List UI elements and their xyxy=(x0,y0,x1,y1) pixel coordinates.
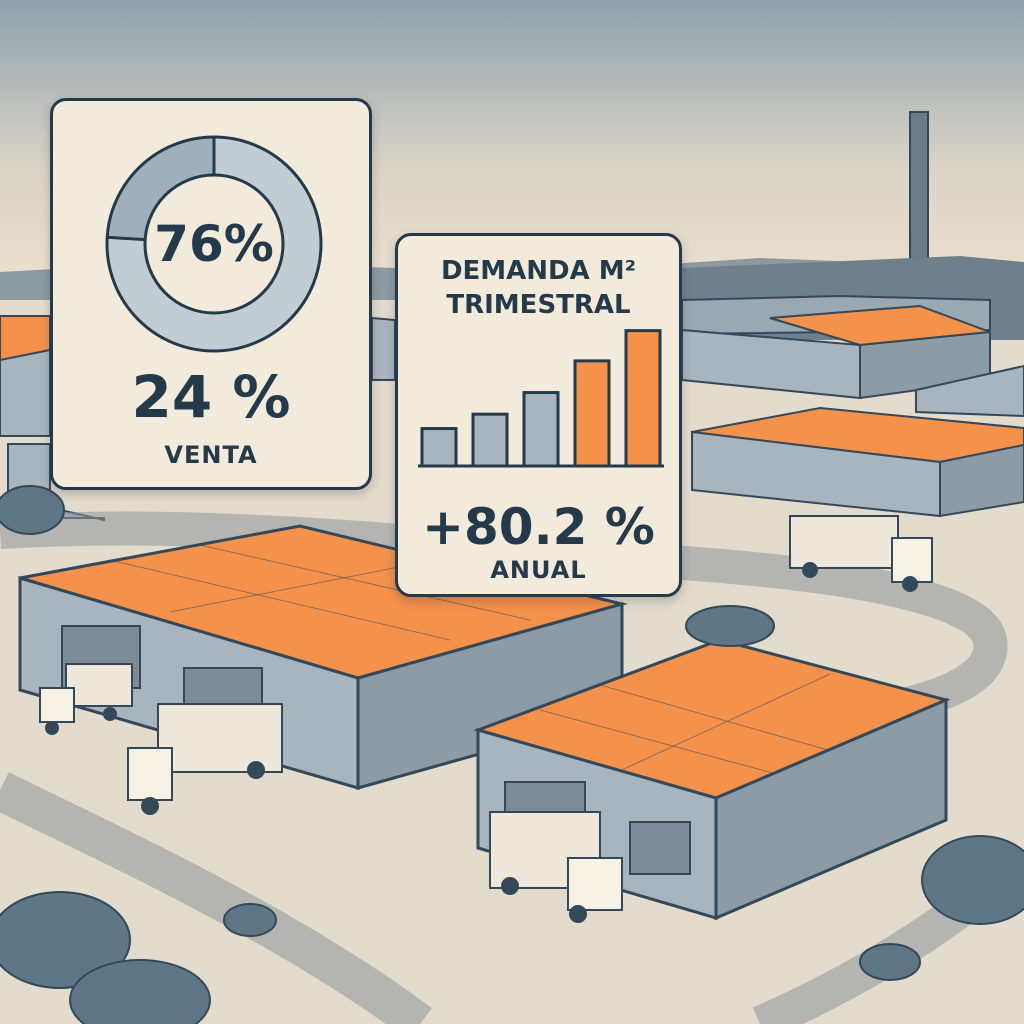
chart-title-line-1: DEMANDA M² xyxy=(440,256,637,286)
donut-value-label: 76% xyxy=(154,215,274,273)
donut-separator-end xyxy=(107,235,146,242)
bar-3 xyxy=(522,391,560,468)
chart-title: DEMANDA M² TRIMESTRAL xyxy=(398,254,679,322)
bar-5 xyxy=(624,329,662,468)
bar-chart xyxy=(418,329,664,468)
annual-label: ANUAL xyxy=(490,556,587,584)
bar-4 xyxy=(573,359,611,468)
donut-chart xyxy=(105,135,323,353)
bar-2 xyxy=(471,412,509,468)
sale-percentage: 24 % xyxy=(131,363,291,431)
chart-title-line-2: TRIMESTRAL xyxy=(446,290,631,320)
occupancy-card: 76% 24 % VENTA xyxy=(50,98,372,490)
sale-label: VENTA xyxy=(164,441,258,469)
bar-1 xyxy=(420,427,458,468)
demand-card: DEMANDA M² TRIMESTRAL +80.2 % ANUAL xyxy=(395,233,682,597)
annual-growth: +80.2 % xyxy=(422,498,655,556)
